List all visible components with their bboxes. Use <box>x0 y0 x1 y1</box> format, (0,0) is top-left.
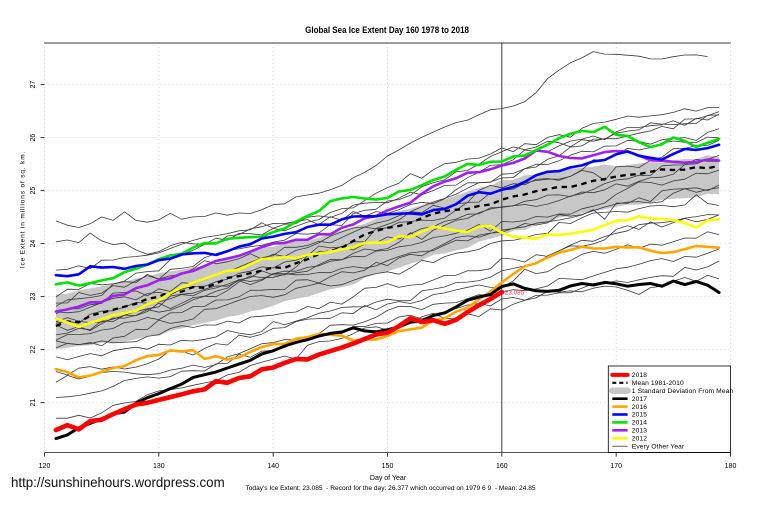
svg-text:21: 21 <box>30 399 37 407</box>
svg-text:22: 22 <box>30 346 37 354</box>
svg-text:26: 26 <box>30 134 37 142</box>
svg-text:2013: 2013 <box>632 428 647 435</box>
svg-text:23: 23 <box>30 293 37 301</box>
svg-text:1 Standard Deviation From Mean: 1 Standard Deviation From Mean <box>632 388 734 395</box>
svg-text:2016: 2016 <box>632 404 647 411</box>
svg-text:Mean 1981-2010: Mean 1981-2010 <box>632 380 684 387</box>
svg-text:120: 120 <box>39 463 51 470</box>
svg-text:25: 25 <box>30 187 37 195</box>
svg-text:2014: 2014 <box>632 420 647 427</box>
svg-text:2015: 2015 <box>632 412 647 419</box>
svg-text:130: 130 <box>153 463 165 470</box>
svg-text:160: 160 <box>496 463 508 470</box>
svg-text:23.085: 23.085 <box>505 289 525 296</box>
svg-text:2012: 2012 <box>632 436 647 443</box>
svg-text:27: 27 <box>30 81 37 89</box>
svg-text:170: 170 <box>610 463 622 470</box>
svg-text:140: 140 <box>267 463 279 470</box>
svg-text:2017: 2017 <box>632 396 647 403</box>
svg-text:24: 24 <box>30 240 37 248</box>
svg-text:Every Other Year: Every Other Year <box>632 443 685 450</box>
svg-text:150: 150 <box>382 463 394 470</box>
svg-text:180: 180 <box>725 463 737 470</box>
svg-text:2018: 2018 <box>632 372 647 379</box>
